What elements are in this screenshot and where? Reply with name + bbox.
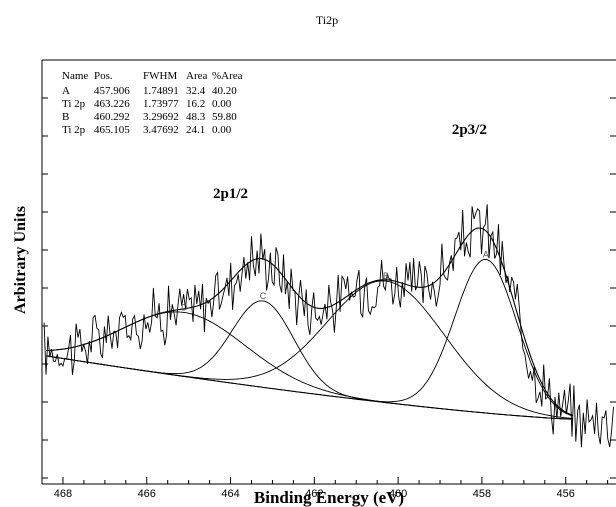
table-cell: 1.74891: [143, 85, 179, 97]
plot-area: 468 466 464 462 460 458 456: [41, 59, 616, 500]
table-header: Name: [62, 70, 88, 82]
table-cell: 0.00: [212, 124, 232, 136]
peak-label: C: [260, 291, 267, 301]
chart-title: Ti2p: [316, 13, 338, 27]
component-curve-b: [46, 280, 573, 419]
annotation-label: 2p3/2: [452, 122, 487, 138]
x-tick-label: 458: [473, 488, 491, 500]
table-cell: 457.906: [94, 85, 130, 97]
table-header: %Area: [212, 70, 243, 82]
table-cell: 40.20: [212, 85, 237, 97]
component-curve-a: [46, 258, 573, 417]
annotation-label: 2p1/2: [213, 186, 248, 202]
table-cell: Ti 2p: [62, 124, 86, 136]
x-tick-label: 468: [54, 488, 72, 500]
peak-label: A: [483, 249, 489, 259]
table-cell: 32.4: [186, 85, 206, 97]
table-cell: 3.47692: [143, 124, 179, 136]
raw-data-trace: [43, 204, 614, 448]
table-cell: B: [62, 111, 69, 123]
envelope-curve: [46, 227, 573, 416]
fit-table: Name Pos. FWHM Area %Area A 457.906 1.74891 32.4…: [62, 70, 243, 136]
table-cell: A: [62, 85, 70, 97]
curves: [43, 204, 614, 448]
table-cell: 0.00: [212, 98, 232, 110]
table-header: Pos.: [94, 70, 113, 82]
y-axis-label: Arbitrary Units: [12, 206, 29, 314]
peak-label: D: [181, 302, 188, 312]
background-line: [46, 355, 573, 420]
table-header: FWHM: [143, 70, 177, 82]
table-cell: Ti 2p: [62, 98, 86, 110]
x-tick-label: 456: [557, 488, 575, 500]
table-cell: 3.29692: [143, 111, 179, 123]
table-cell: 16.2: [186, 98, 205, 110]
table-cell: 59.80: [212, 111, 237, 123]
table-cell: 465.105: [94, 124, 130, 136]
x-tick-label: 466: [138, 488, 156, 500]
table-cell: 463.226: [94, 98, 130, 110]
annotations: A B C D 2p3/2 2p1/2: [181, 122, 489, 312]
table-cell: 24.1: [186, 124, 205, 136]
x-tick-label: 462: [305, 488, 323, 500]
x-ticks: 468 466 464 462 460 458 456: [41, 477, 609, 500]
table-header: Area: [186, 70, 207, 82]
y-ticks-right: [610, 97, 616, 479]
table-cell: 1.73977: [143, 98, 179, 110]
table-cell: 48.3: [186, 111, 206, 123]
x-tick-label: 464: [221, 488, 239, 500]
table-cell: 460.292: [94, 111, 130, 123]
peak-label: B: [383, 271, 389, 281]
x-tick-label: 460: [389, 488, 407, 500]
x-axis-label: Binding Energy (eV): [254, 488, 404, 507]
y-ticks-left: [42, 97, 48, 479]
